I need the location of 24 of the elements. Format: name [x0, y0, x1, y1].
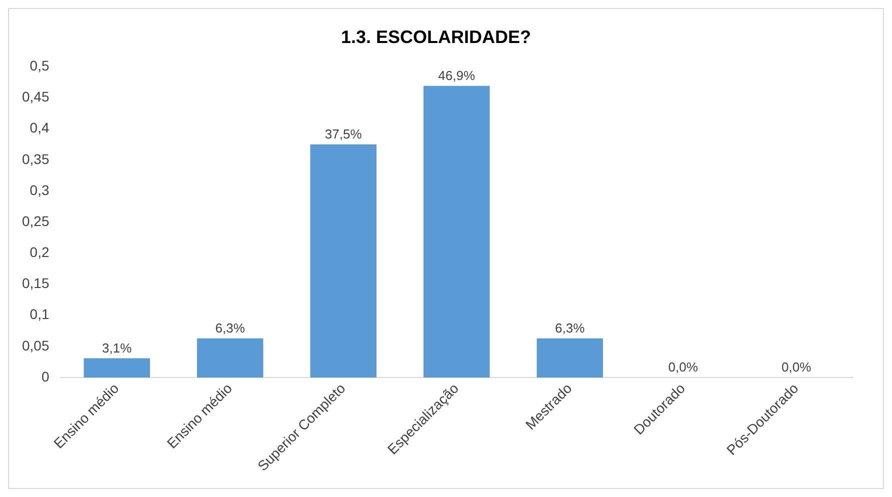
bar	[536, 338, 603, 378]
y-tick-label: 0	[41, 368, 50, 384]
data-label: 46,9%	[438, 68, 476, 83]
data-label: 0,0%	[782, 360, 812, 375]
bar	[310, 144, 376, 378]
y-tick-label: 0,5	[30, 57, 50, 74]
y-tick-label: 0,35	[22, 150, 50, 167]
chart-title: 1.3. ESCOLARIDADE?	[340, 26, 532, 47]
y-tick-label: 0,15	[22, 275, 50, 292]
bar	[424, 86, 490, 378]
y-tick-label: 0,1	[30, 306, 50, 322]
data-label: 6,3%	[215, 320, 246, 336]
y-tick-label: 0,4	[30, 120, 50, 136]
data-label: 37,5%	[324, 126, 362, 142]
y-tick-label: 0,25	[22, 212, 50, 229]
data-label: 6,3%	[555, 320, 586, 336]
bar	[197, 338, 264, 378]
data-label: 0,0%	[668, 360, 698, 375]
y-tick-label: 0,45	[22, 88, 50, 105]
y-tick-label: 0,05	[22, 337, 50, 354]
y-tick-label: 0,2	[30, 244, 50, 260]
data-label: 3,1%	[102, 340, 132, 356]
bar	[84, 358, 150, 378]
y-tick-label: 0,3	[30, 182, 50, 198]
